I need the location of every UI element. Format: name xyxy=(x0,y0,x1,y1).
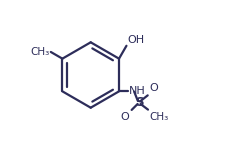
Text: NH: NH xyxy=(128,86,145,96)
Text: S: S xyxy=(134,96,143,109)
Text: CH₃: CH₃ xyxy=(149,112,168,122)
Text: O: O xyxy=(120,112,129,122)
Text: OH: OH xyxy=(127,35,144,45)
Text: CH₃: CH₃ xyxy=(30,47,50,57)
Text: O: O xyxy=(149,83,158,93)
